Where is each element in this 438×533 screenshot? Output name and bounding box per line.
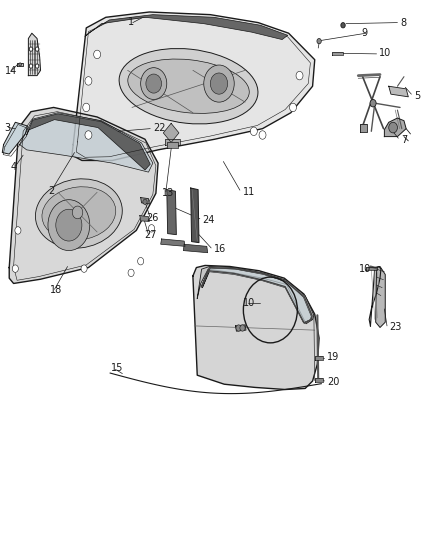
Circle shape [148,224,155,232]
Circle shape [12,265,18,272]
Polygon shape [315,356,323,360]
Text: 8: 8 [400,18,406,28]
Polygon shape [28,33,41,76]
Text: 18: 18 [50,285,62,295]
Circle shape [251,127,257,135]
Text: 3: 3 [4,123,11,133]
Circle shape [35,64,39,68]
Text: 15: 15 [111,364,124,373]
Text: 26: 26 [146,213,158,223]
Circle shape [370,100,376,107]
Polygon shape [366,267,377,270]
Text: 14: 14 [5,67,17,76]
Circle shape [143,199,147,205]
Text: 1: 1 [127,17,134,27]
Text: 13: 13 [162,188,174,198]
Polygon shape [85,14,288,39]
Circle shape [296,71,303,80]
Polygon shape [197,266,314,324]
Circle shape [35,47,39,51]
Text: 23: 23 [390,322,402,332]
Circle shape [138,257,144,265]
Polygon shape [167,142,178,148]
Circle shape [83,103,90,112]
Circle shape [85,77,92,85]
Polygon shape [9,108,158,284]
Circle shape [317,38,321,44]
Circle shape [204,65,234,102]
Polygon shape [141,198,149,204]
Circle shape [29,47,33,51]
Polygon shape [360,124,367,132]
Polygon shape [18,63,23,66]
Circle shape [128,269,134,277]
Polygon shape [191,188,199,243]
Circle shape [94,50,101,59]
Text: 10: 10 [244,297,256,308]
Polygon shape [184,244,208,253]
Circle shape [19,63,21,66]
Text: 10: 10 [359,264,371,273]
Circle shape [389,122,397,133]
Polygon shape [236,325,246,331]
Circle shape [56,209,82,241]
Polygon shape [161,239,185,246]
Circle shape [85,131,92,139]
Text: 4: 4 [11,162,17,172]
Ellipse shape [119,49,258,124]
Polygon shape [140,216,149,221]
Text: 9: 9 [362,28,368,38]
Polygon shape [369,266,381,326]
Circle shape [146,74,162,93]
Polygon shape [315,378,323,382]
Text: 16: 16 [214,244,226,254]
Text: 2: 2 [48,185,54,196]
Text: 19: 19 [327,352,339,361]
Text: 24: 24 [202,215,215,225]
Circle shape [240,325,245,331]
Polygon shape [163,123,179,142]
Polygon shape [20,113,153,172]
Polygon shape [332,52,343,55]
Ellipse shape [42,187,116,240]
Circle shape [48,200,90,251]
Polygon shape [165,139,180,144]
Circle shape [259,131,266,139]
Circle shape [15,227,21,234]
Ellipse shape [35,179,122,248]
Text: 11: 11 [243,187,255,197]
Circle shape [29,64,33,68]
Polygon shape [202,268,311,322]
Polygon shape [385,118,406,136]
Circle shape [81,265,87,272]
Text: 5: 5 [414,91,420,101]
Circle shape [72,206,83,219]
Text: 7: 7 [401,135,407,146]
Polygon shape [376,266,385,327]
Polygon shape [167,190,177,235]
Polygon shape [2,122,28,154]
Text: 22: 22 [153,123,166,133]
Ellipse shape [128,59,249,114]
Circle shape [290,103,297,112]
Circle shape [236,325,241,331]
Polygon shape [193,265,319,390]
Polygon shape [389,86,408,97]
Circle shape [341,22,345,28]
Circle shape [210,73,228,94]
Polygon shape [27,114,150,170]
Circle shape [141,68,167,100]
Polygon shape [72,12,315,160]
Text: 27: 27 [144,230,157,240]
Text: 20: 20 [327,377,339,387]
Text: 10: 10 [379,49,392,58]
